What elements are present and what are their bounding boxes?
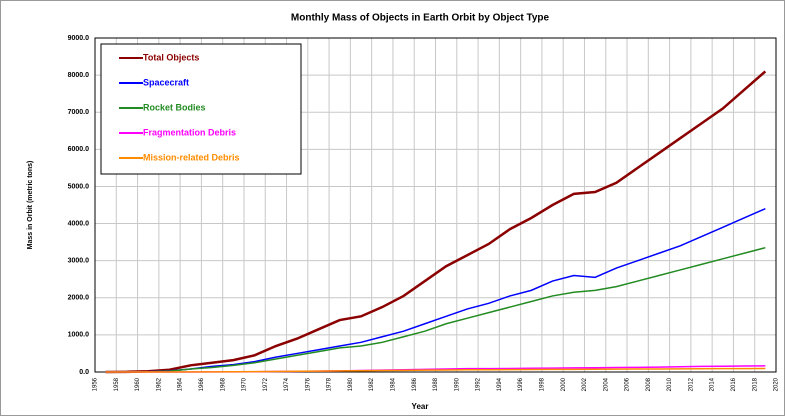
- x-tick-label: 2008: [646, 377, 652, 391]
- x-tick-label: 1964: [178, 377, 184, 391]
- series-line: [105, 208, 766, 373]
- plot-border: [94, 37, 777, 373]
- x-tick-label: 2000: [561, 377, 567, 391]
- chart-title: Monthly Mass of Objects in Earth Orbit b…: [291, 13, 550, 24]
- y-tick-label: 1000.0: [68, 332, 90, 339]
- y-tick-label: 2000.0: [68, 295, 90, 302]
- y-axis-label: Mass in Orbit (metric tons): [27, 161, 34, 250]
- x-tick-label: 1978: [327, 377, 333, 391]
- x-tick-label: 1958: [114, 377, 120, 391]
- x-tick-label: 2020: [774, 377, 780, 391]
- x-tick-label: 1994: [497, 377, 503, 391]
- x-tick-label: 1982: [369, 377, 375, 391]
- x-tick-label: 1992: [476, 377, 482, 391]
- y-tick-label: 4000.0: [68, 220, 90, 227]
- x-tick-label: 1986: [412, 377, 418, 391]
- x-tick-label: 1976: [305, 377, 311, 391]
- legend-label: Spacecraft: [143, 77, 189, 87]
- legend-label: Mission-related Debris: [143, 152, 240, 162]
- y-tick-label: 5000.0: [68, 183, 90, 190]
- legend-label: Rocket Bodies: [143, 102, 206, 112]
- series-line: [105, 367, 766, 373]
- x-tick-label: 2018: [752, 377, 758, 391]
- x-tick-label: 2004: [603, 377, 609, 391]
- y-tick-label: 7000.0: [68, 109, 90, 116]
- x-tick-label: 2012: [688, 377, 694, 391]
- x-tick-label: 1968: [220, 377, 226, 391]
- x-tick-label: 1970: [242, 377, 248, 391]
- x-tick-label: 2016: [731, 377, 737, 391]
- x-tick-label: 1980: [348, 377, 354, 391]
- x-axis-label: Year: [412, 402, 429, 411]
- y-tick-label: 6000.0: [68, 146, 90, 153]
- y-tick-label: 3000.0: [68, 258, 90, 265]
- x-tick-label: 1988: [433, 377, 439, 391]
- y-tick-label: 9000.0: [68, 35, 90, 42]
- x-tick-label: 1990: [454, 377, 460, 391]
- y-tick-label: 8000.0: [68, 72, 90, 79]
- x-tick-label: 2014: [710, 377, 716, 391]
- y-tick-label: 0.0: [79, 369, 89, 376]
- x-tick-label: 1962: [156, 377, 162, 391]
- x-tick-label: 1974: [284, 377, 290, 391]
- series-line: [105, 246, 766, 373]
- legend-label: Fragmentation Debris: [143, 127, 236, 137]
- legend-label: Total Objects: [143, 52, 199, 62]
- x-tick-label: 2010: [667, 377, 673, 391]
- x-tick-label: 1956: [93, 377, 99, 391]
- x-tick-label: 2002: [582, 377, 588, 391]
- x-tick-label: 1972: [263, 377, 269, 391]
- x-tick-label: 1996: [518, 377, 524, 391]
- x-tick-label: 1960: [135, 377, 141, 391]
- x-tick-label: 1998: [539, 377, 545, 391]
- x-tick-label: 2006: [625, 377, 631, 391]
- x-tick-label: 1966: [199, 377, 205, 391]
- x-tick-label: 1984: [391, 377, 397, 391]
- series-line: [105, 70, 767, 374]
